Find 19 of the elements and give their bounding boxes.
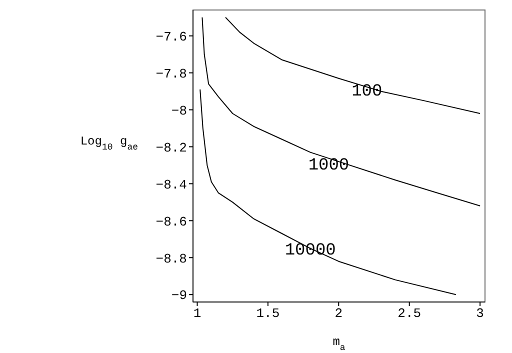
y-tick-label: −8.8	[156, 251, 187, 266]
line-series	[202, 16, 481, 206]
y-tick-label: −7.8	[156, 66, 187, 82]
annotation: 1000	[308, 156, 350, 176]
x-tick-label: 2	[334, 306, 343, 322]
x-tick-label: 1.5	[256, 306, 280, 322]
y-tick-label: −8.2	[156, 140, 187, 156]
annotation: 100	[352, 82, 382, 102]
x-tick-label: 3	[476, 306, 484, 322]
y-tick-label: −9	[171, 288, 187, 304]
line-series	[225, 16, 481, 114]
y-axis-title: Log$_{10}$ g$_{ae}$	[80, 134, 138, 152]
y-tick-label: −8.6	[156, 214, 187, 230]
y-tick-label: −8.4	[156, 177, 188, 192]
y-tick-label: −7.6	[156, 29, 187, 44]
y-tick-label: −8	[171, 103, 187, 118]
x-tick-label: 2.5	[398, 306, 422, 322]
x-tick-label: 1	[193, 306, 202, 322]
x-axis-title: m$_{a}$	[332, 335, 346, 353]
